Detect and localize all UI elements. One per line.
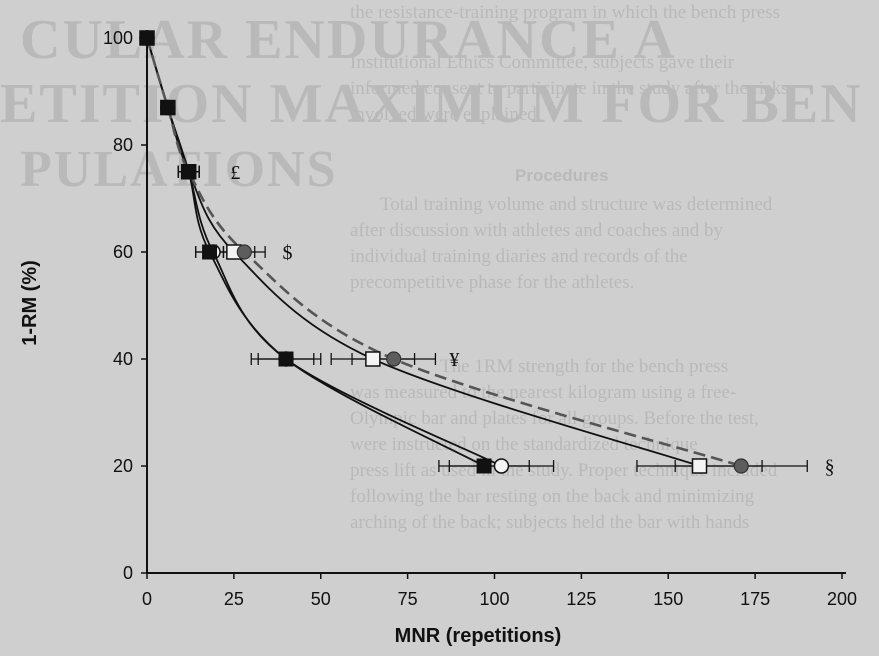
y-tick-label: 100 [103,28,133,48]
bg-body-5: Procedures [515,166,609,185]
series-4-point [386,351,402,367]
bg-body-7: after discussion with athletes and coach… [350,220,724,241]
series-1-point [202,244,218,260]
error-bars [163,101,808,472]
bg-body-2: Institutional Ethics Committee, subjects… [350,52,735,73]
bg-body-16: arching of the back; subjects held the b… [350,512,750,533]
bg-body-4: involved were explained. [350,104,542,125]
y-tick-label: 80 [113,135,133,155]
bg-body-1: the resistance-training program in which… [350,2,780,23]
bg-body-12: Olympic bar and plates for all groups. B… [350,408,759,429]
y-tick-label: 60 [113,242,133,262]
significance-symbol: £ [230,162,240,184]
x-tick-label: 25 [224,589,244,609]
x-axis-title: MNR (repetitions) [395,625,562,647]
annotations: £ $ ¥ § [230,162,834,478]
bg-body-3: informed consent to participate in the s… [350,78,789,99]
series-2-point [493,458,510,474]
series-1-point [476,458,492,474]
x-tick-label: 75 [398,589,418,609]
bg-body-14: press lift as used in the study. Proper … [350,460,778,481]
series-1-point [139,30,155,46]
x-tick-label: 125 [566,589,596,609]
significance-symbol: ¥ [449,349,459,371]
x-tick-label: 0 [142,589,152,609]
series-4-point [236,244,252,260]
bg-body-6: Total training volume and structure was … [380,194,773,215]
bg-body-8: individual training diaries and records … [350,246,688,267]
y-tick-label: 20 [113,456,133,476]
axes [146,30,846,574]
significance-symbol: $ [283,242,293,264]
bg-body-10: The 1RM strength for the bench press [440,356,729,377]
y-tick-label: 0 [123,563,133,583]
ticks: 0 25 50 75 100 125 150 175 200 0 20 40 60 80 100 [103,28,857,609]
x-tick-label: 175 [740,589,770,609]
x-tick-label: 150 [653,589,683,609]
x-tick-label: 200 [827,589,857,609]
x-tick-label: 50 [311,589,331,609]
series-3-point [691,458,708,474]
bg-body-9: precompetitive phase for the athletes. [350,272,635,293]
bg-heading-2: ETITION MAXIMUM FOR BEN [0,73,863,135]
series-1-point [278,351,294,367]
x-tick-label: 100 [479,589,509,609]
series-3-point [365,351,381,367]
series-1-point [181,164,197,180]
markers [139,30,749,474]
y-tick-label: 40 [113,349,133,369]
y-axis-title: 1-RM (%) [19,260,41,346]
significance-symbol: § [825,456,835,478]
bg-heading-1: CULAR ENDURANCE A [20,9,677,71]
bg-body-15: following the bar resting on the back an… [350,486,755,507]
series-1-point [160,100,176,116]
series-4-point [733,458,749,474]
